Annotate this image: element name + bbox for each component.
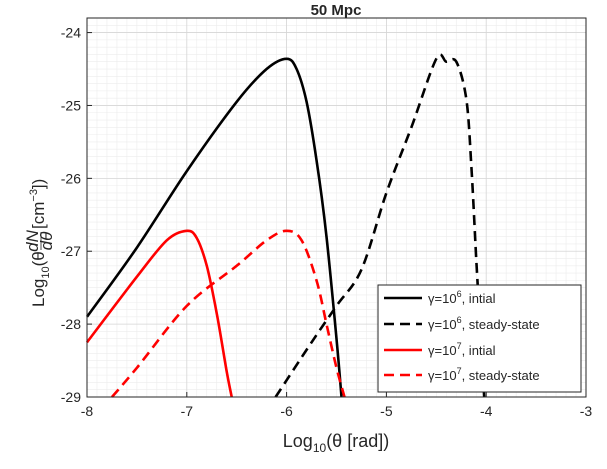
series-gamma1e6-initial — [85, 57, 343, 398]
y-axis-label-frac-num: dN — [23, 229, 42, 251]
legend-entry-2: γ=106, steady-state — [428, 315, 540, 332]
svg-text:[cm−3]): [cm−3]) — [28, 179, 48, 229]
y-tick-label: -28 — [61, 316, 81, 332]
y-tick-label: -29 — [61, 389, 81, 405]
legend-entry-1: γ=106, intial — [428, 289, 496, 306]
y-axis-label-unit-sup: −3 — [28, 189, 40, 202]
x-tick-label: -8 — [81, 403, 94, 419]
x-axis-label: Log10(θ [rad]) — [283, 431, 389, 455]
legend: γ=106, intial γ=106, steady-state γ=107,… — [377, 284, 582, 393]
x-axis-label-arg: (θ [rad]) — [326, 431, 389, 451]
ticks: -8 -7 -6 -5 -4 -3 -29 -28 -27 -26 -25 -24 — [61, 25, 593, 419]
y-tick-label: -26 — [61, 170, 81, 186]
series-gamma1e7-initial — [85, 229, 233, 398]
x-tick-label: -3 — [580, 403, 593, 419]
y-axis-label-log: Log — [29, 279, 48, 307]
legend-box — [377, 284, 582, 393]
y-tick-label: -27 — [61, 243, 81, 259]
x-axis-label-sub: 10 — [313, 441, 327, 455]
legend-entry-4: γ=107, steady-state — [428, 366, 540, 383]
y-tick-label: -25 — [61, 97, 81, 113]
x-axis-label-log: Log — [283, 431, 313, 451]
chart-title: 50 Mpc — [311, 2, 362, 19]
y-axis-label: Log10(θ dN dθ [cm−3]) — [23, 179, 56, 307]
series-gamma1e6-steady-state — [274, 53, 486, 398]
x-tick-label: -6 — [280, 403, 293, 419]
x-tick-label: -4 — [480, 403, 493, 419]
svg-text:Log10(θ: Log10(θ — [29, 251, 52, 307]
series-gamma1e7-steady-state — [111, 229, 346, 398]
y-axis-label-unit: [cm — [29, 202, 48, 229]
series-layer — [85, 53, 486, 398]
y-axis-label-sub: 10 — [40, 266, 52, 278]
x-tick-label: -5 — [380, 403, 393, 419]
y-axis-label-close: ]) — [29, 179, 48, 189]
axes-box — [86, 17, 587, 398]
y-axis-label-open: (θ — [29, 251, 48, 266]
x-tick-label: -7 — [181, 403, 194, 419]
legend-entry-3: γ=107, intial — [428, 341, 496, 358]
y-tick-label: -24 — [61, 25, 81, 41]
y-axis-label-frac-den: dθ — [37, 231, 56, 250]
